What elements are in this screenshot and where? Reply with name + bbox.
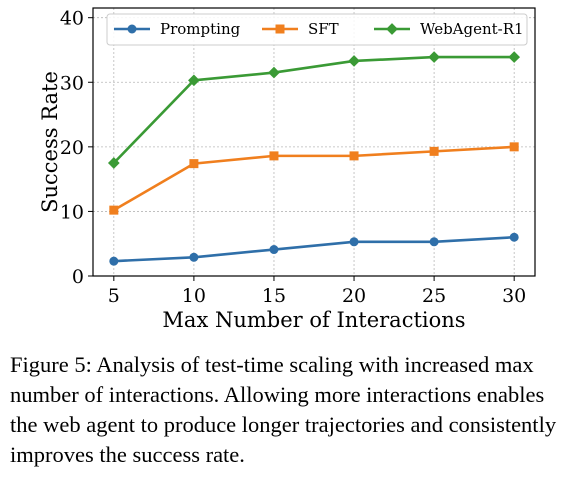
data-point [189, 159, 199, 169]
legend-label: WebAgent-R1 [420, 20, 524, 38]
legend-label: Prompting [160, 20, 241, 38]
legend-box [106, 13, 528, 46]
series-prompting [109, 232, 519, 266]
data-point [509, 232, 519, 242]
data-point [349, 237, 359, 247]
line-chart: 5 10 15 20 25 30 0 10 20 30 40 Max Number of Inter… [38, 7, 536, 332]
legend-item: Prompting [114, 20, 241, 38]
data-point [107, 157, 120, 169]
legend-item: SFT [262, 20, 339, 38]
data-point [349, 151, 359, 161]
data-point [429, 237, 439, 247]
data-point [109, 205, 119, 215]
x-tick-label: 25 [422, 285, 446, 307]
figure-caption: Figure 5: Analysis of test-time scaling … [10, 352, 557, 467]
series-sft [109, 142, 519, 215]
legend-item: WebAgent-R1 [374, 20, 524, 38]
y-tick-label: 0 [72, 266, 84, 288]
legend-swatch-marker [275, 24, 285, 34]
data-point [268, 66, 280, 79]
y-axis-label: Success Rate [38, 71, 62, 213]
x-axis-label: Max Number of Interactions [162, 308, 465, 332]
series-layer [107, 51, 521, 266]
data-point [269, 151, 279, 161]
legend-label: SFT [308, 20, 339, 38]
grid-lines [93, 8, 535, 277]
x-tick-label: 5 [108, 285, 120, 307]
data-point [428, 51, 440, 63]
data-point [188, 74, 200, 87]
x-tick-label: 15 [262, 285, 286, 307]
series-webagent-r1 [107, 51, 521, 169]
data-point [189, 252, 199, 262]
legend-swatch-marker [386, 23, 398, 35]
y-tick-label: 20 [60, 137, 84, 159]
y-tick-label: 10 [60, 201, 84, 223]
legend-swatch-marker [127, 24, 137, 34]
axis-ticks: 5 10 15 20 25 30 0 10 20 30 40 [60, 8, 526, 307]
series-line [113, 235, 515, 263]
legend: Prompting SFT WebAgent-R1 [106, 13, 528, 46]
y-tick-label: 40 [60, 8, 84, 30]
data-point [508, 51, 521, 63]
series-line [112, 55, 515, 164]
data-point [509, 142, 519, 152]
x-tick-label: 10 [182, 285, 206, 307]
y-tick-label: 30 [60, 72, 84, 94]
plot-frame [92, 7, 536, 277]
data-point [269, 245, 279, 255]
data-point [348, 55, 360, 67]
data-point [109, 256, 119, 266]
x-tick-label: 20 [342, 285, 366, 307]
series-line [113, 145, 515, 212]
data-point [429, 146, 439, 156]
x-tick-label: 30 [502, 285, 526, 307]
